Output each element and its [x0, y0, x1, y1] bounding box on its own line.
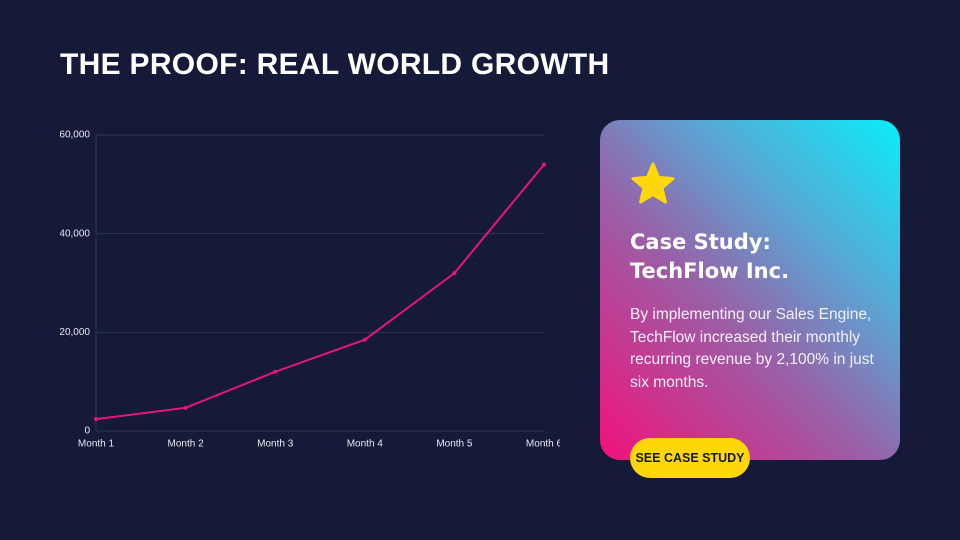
data-line — [95, 163, 545, 421]
y-tick-label: 40,000 — [60, 228, 90, 239]
data-point — [273, 369, 278, 374]
chart: 0 20,000 40,000 60,000 Month 1 Month 2 Month 3… — [60, 130, 560, 450]
y-tick-label: 0 — [84, 426, 90, 437]
star-icon — [631, 162, 675, 204]
y-tick-label: 60,000 — [60, 130, 90, 141]
card-body: By implementing our Sales Engine, TechFl… — [630, 306, 874, 391]
x-tick-label: Month 1 — [78, 439, 115, 450]
x-tick-label: Month 2 — [168, 439, 205, 450]
x-tick-label: Month 4 — [347, 439, 384, 450]
data-point — [452, 271, 457, 276]
y-tick-label: 20,000 — [60, 327, 90, 338]
data-point — [183, 405, 188, 410]
data-point — [94, 417, 98, 422]
x-tick-label: Month 6 — [526, 439, 560, 450]
see-case-study-button[interactable]: SEE CASE STUDY — [630, 438, 750, 478]
data-point — [542, 162, 546, 167]
data-point — [362, 337, 367, 342]
x-tick-label: Month 5 — [436, 439, 473, 450]
case-study-card: Case Study: TechFlow Inc. By implementin… — [600, 120, 900, 478]
slide-title: THE PROOF: REAL WORLD GROWTH — [60, 48, 610, 81]
card-heading: Case Study: TechFlow Inc. — [630, 230, 790, 283]
x-tick-label: Month 3 — [257, 439, 294, 450]
